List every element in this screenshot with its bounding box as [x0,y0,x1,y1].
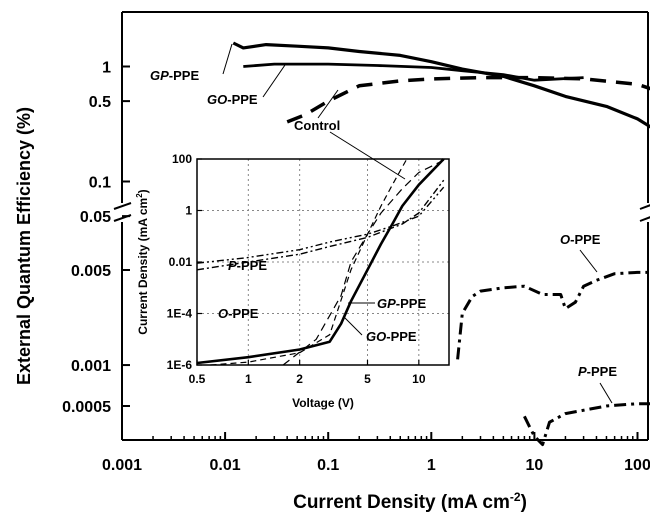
x-tick-label: 1 [427,457,436,474]
main-ticks: 0.001 0.01 0.1 1 10 100 1 0.5 0.1 0.05 0.005 0.001 0… [62,60,650,475]
y-tick-label: 0.0005 [62,399,111,416]
x-tick-label: 0.01 [210,457,241,474]
y-tick-label: 0.05 [80,209,111,226]
inset-x-tick-label: 2 [296,372,303,386]
main-series [232,41,650,447]
inset-y-tick-label: 100 [172,152,192,166]
inset-y-tick-label: 1E-4 [167,307,193,321]
label-leader-line [579,249,598,273]
inset-ticks: 0.5 1 2 5 10 100 1 0.01 1E-4 1E-6 [167,152,426,386]
label-leader-line [599,382,613,404]
series-label-o-ppe: O-PPE [218,306,259,321]
series-line-o-ppe [456,270,650,360]
series-label-go-ppe: GO-PPE [366,329,417,344]
inset-y-axis-title: Current Density (mA cm2) [135,189,150,334]
y-tick-label: 0.1 [89,175,111,192]
inset-series-line-p-ppe [196,186,445,264]
inset-series-line-go-ppe [210,158,408,366]
x-tick-label: 10 [526,457,544,474]
series-label-gp-ppe: GP-PPE [150,68,199,83]
series-line-gp-ppe [232,41,650,129]
label-leader-line [262,64,286,98]
inset-plot: 0.5 1 2 5 10 100 1 0.01 1E-4 1E-6 Voltage (V) Cur… [135,152,450,410]
inset-y-tick-label: 0.01 [169,255,193,269]
y-tick-label: 0.5 [89,94,111,111]
series-line-p-ppe [523,402,650,447]
series-label-gp-ppe: GP-PPE [377,296,426,311]
inset-x-tick-label: 5 [364,372,371,386]
inset-x-tick-label: 1 [245,372,252,386]
label-leader-line [317,89,339,119]
inset-x-tick-label: 0.5 [189,372,206,386]
series-label-p-ppe: P-PPE [228,258,267,273]
control-leader-line [329,131,406,180]
inset-series-line-gp-ppe [196,158,445,365]
y-tick-label: 1 [102,60,111,77]
series-label-go-ppe: GO-PPE [207,92,258,107]
inset-y-tick-label: 1E-6 [167,358,193,372]
series-line-control [286,75,650,124]
inset-y-tick-label: 1 [185,204,192,218]
series-label-control: Control [294,118,340,133]
x-tick-label: 100 [624,457,650,474]
series-label-o-ppe: O-PPE [560,232,601,247]
inset-series-line-o-ppe [196,179,445,271]
series-labels: GP-PPE GO-PPE Control O-PPE P-PPE P-PPE O-PPE G… [150,43,617,404]
x-axis-title: Current Density (mA cm-2) [293,490,527,513]
label-leader-line [222,43,233,75]
inset-x-tick-label: 10 [412,372,426,386]
inset-series [196,158,445,366]
inset-grid [197,159,449,365]
main-axes [121,11,649,441]
y-tick-label: 0.001 [71,358,111,375]
inset-x-axis-title: Voltage (V) [292,396,354,410]
x-tick-label: 0.001 [102,457,142,474]
series-label-p-ppe: P-PPE [578,364,617,379]
y-tick-label: 0.005 [71,263,111,280]
label-leader-line [343,316,363,336]
y-axis-title: External Quantum Efficiency (%) [14,107,34,385]
inset-series-line-control [282,159,444,366]
x-tick-label: 0.1 [317,457,339,474]
